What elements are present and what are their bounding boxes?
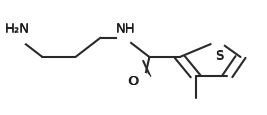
Ellipse shape: [118, 31, 131, 46]
Text: H₂N: H₂N: [5, 23, 30, 36]
Ellipse shape: [211, 35, 225, 48]
Text: S: S: [215, 50, 223, 62]
Text: NH: NH: [116, 23, 135, 36]
Text: O: O: [127, 74, 138, 87]
Ellipse shape: [7, 30, 27, 46]
Text: S: S: [215, 49, 223, 62]
Ellipse shape: [138, 74, 151, 87]
Text: O: O: [128, 74, 139, 87]
Text: H₂N: H₂N: [5, 22, 30, 35]
Text: NH: NH: [116, 22, 135, 35]
